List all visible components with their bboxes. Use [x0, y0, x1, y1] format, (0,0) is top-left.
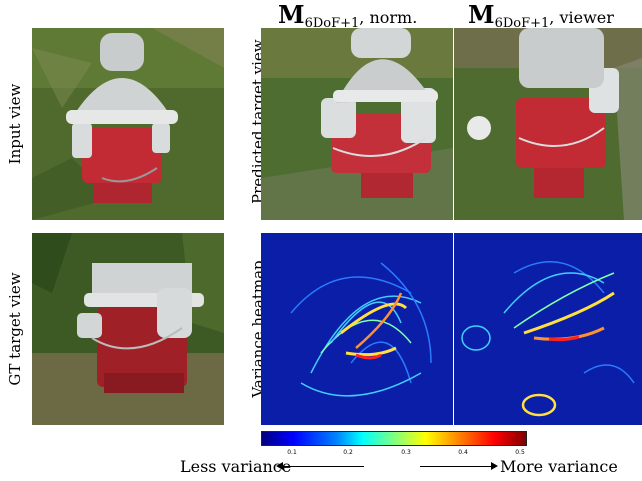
colorbar-tick: 0.4	[458, 449, 468, 456]
label-input-view: Input view	[6, 83, 24, 165]
colorbar-tick: 0.2	[343, 449, 353, 456]
colorbar-tick: 0.1	[287, 449, 297, 456]
variance-heatmap-viewer	[454, 233, 642, 425]
label-gt-target-view: GT target view	[6, 272, 24, 386]
column-header-normalized: M6DoF+1, norm.	[278, 0, 418, 31]
predicted-view-normalized-image	[261, 28, 453, 220]
header-subscript: 6DoF+1	[494, 16, 550, 31]
more-variance-label: More variance	[500, 457, 618, 476]
header-suffix: , viewer	[549, 8, 614, 27]
header-suffix: , norm.	[359, 8, 418, 27]
input-view-image	[32, 28, 224, 220]
right-arrowhead-icon	[491, 462, 498, 470]
predicted-view-viewer-image	[454, 28, 642, 220]
header-symbol: M	[468, 0, 495, 29]
colorbar-tick: 0.5	[515, 449, 525, 456]
colorbar-tick: 0.3	[401, 449, 411, 456]
less-variance-label: Less variance	[180, 457, 292, 476]
column-header-viewer: M6DoF+1, viewer	[468, 0, 614, 31]
header-subscript: 6DoF+1	[304, 16, 360, 31]
header-symbol: M	[278, 0, 305, 29]
left-arrowhead-icon	[276, 462, 283, 470]
colorbar	[261, 431, 527, 446]
variance-heatmap-normalized	[261, 233, 453, 425]
more-variance-arrow	[420, 466, 492, 467]
less-variance-arrow	[280, 466, 364, 467]
gt-target-view-image	[32, 233, 224, 425]
